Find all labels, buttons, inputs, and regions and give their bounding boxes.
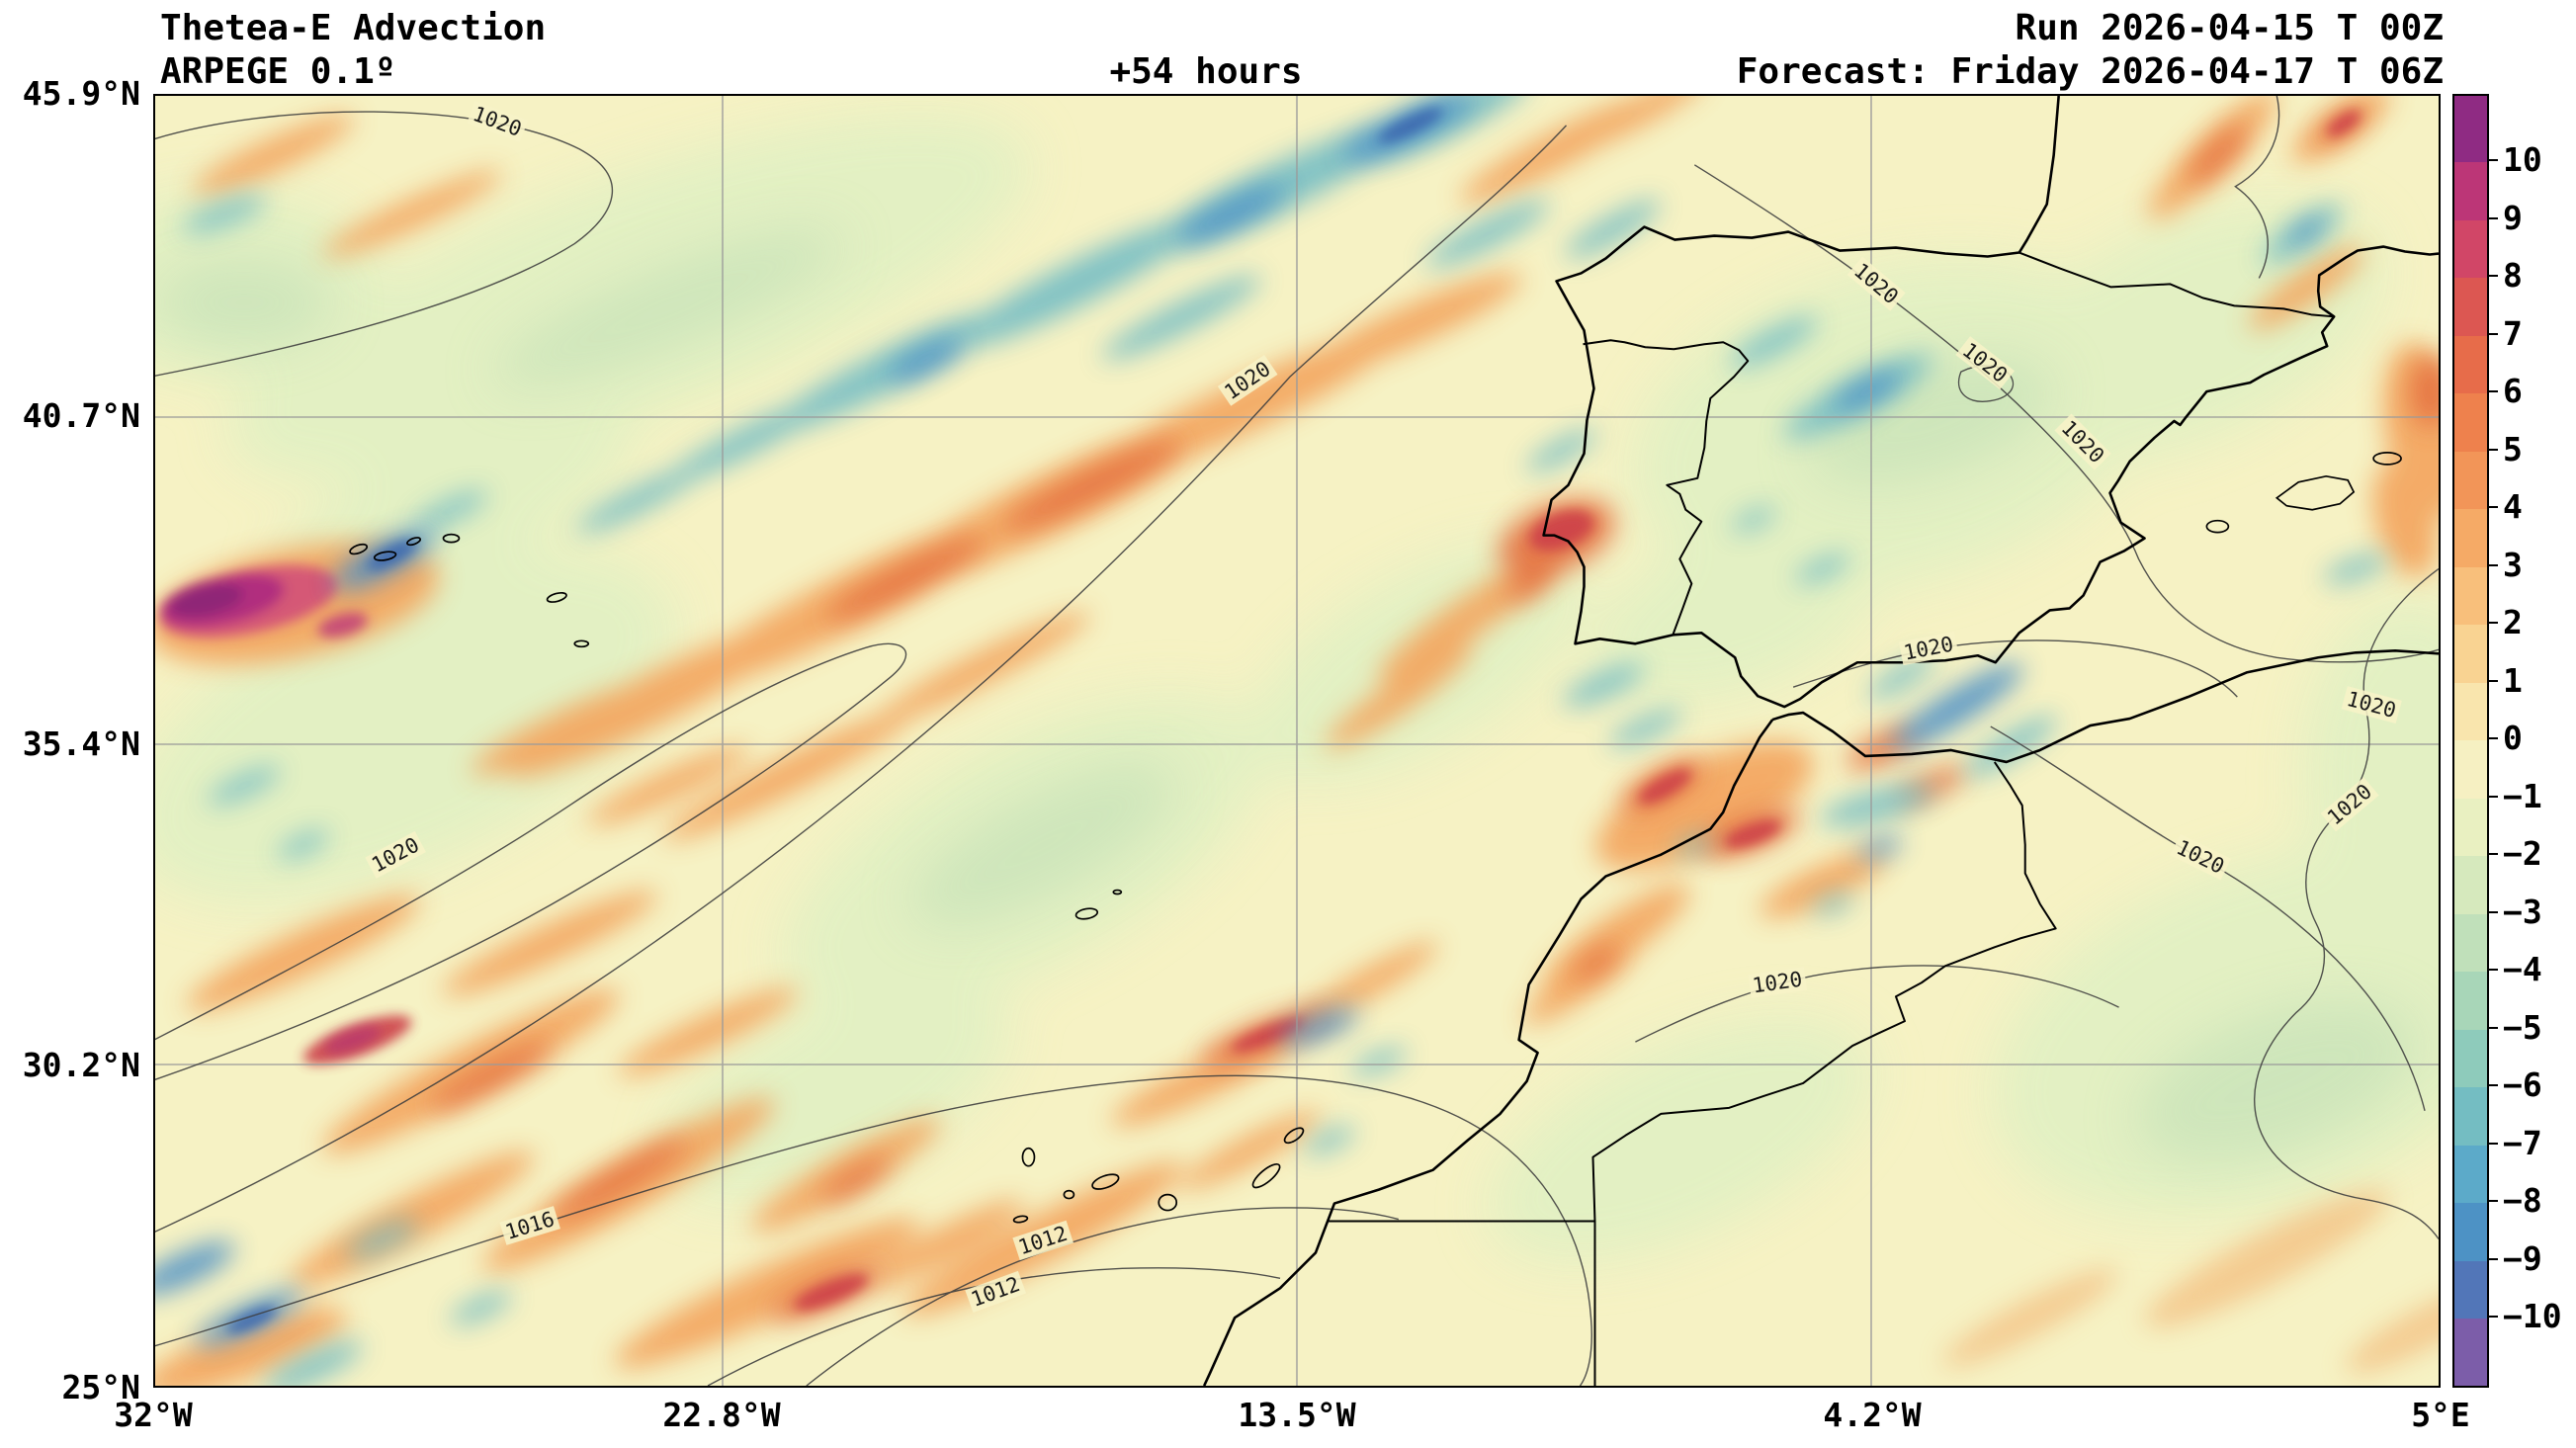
colorbar-tick-mark — [2489, 969, 2498, 971]
colorbar-tick-label: −7 — [2503, 1123, 2542, 1162]
forecast-label: Forecast: Friday 2026-04-17 T 06Z — [1736, 51, 2444, 92]
chart-title: Thetea-E Advection — [160, 8, 547, 48]
colorbar-tick-label: −1 — [2503, 776, 2542, 815]
lat-tick-label: 40.7°N — [22, 396, 140, 435]
lat-tick-label: 35.4°N — [22, 724, 140, 763]
colorbar-tick-label: 9 — [2503, 198, 2523, 237]
colorbar-tick-label: 4 — [2503, 487, 2523, 526]
colorbar-segment — [2454, 682, 2487, 740]
colorbar-tick-mark — [2489, 275, 2498, 277]
coastlines — [1202, 96, 2439, 1386]
lon-tick-label: 32°W — [114, 1396, 193, 1434]
colorbar-tick-label: −6 — [2503, 1065, 2542, 1104]
colorbar-tick-mark — [2489, 679, 2498, 682]
colorbar-tick-label: −2 — [2503, 834, 2542, 873]
colorbar-segment — [2454, 856, 2487, 914]
lon-tick-label: 22.8°W — [662, 1396, 781, 1434]
colorbar — [2452, 94, 2489, 1388]
colorbar-tick-label: 2 — [2503, 603, 2523, 641]
colorbar-segment — [2454, 798, 2487, 856]
lon-tick-label: 13.5°W — [1238, 1396, 1356, 1434]
colorbar-tick-label: 6 — [2503, 372, 2523, 410]
colorbar-tick-label: 1 — [2503, 660, 2523, 700]
colorbar-segment — [2454, 1145, 2487, 1203]
colorbar-segment — [2454, 740, 2487, 799]
islands — [349, 452, 2402, 1224]
colorbar-segment — [2454, 1260, 2487, 1319]
colorbar-tick-mark — [2489, 332, 2498, 335]
colorbar-tick-mark — [2489, 390, 2498, 392]
colorbar-tick-mark — [2489, 1200, 2498, 1202]
colorbar-tick-label: −8 — [2503, 1181, 2542, 1220]
colorbar-segment — [2454, 566, 2487, 625]
lead-time-label: +54 hours — [1109, 51, 1303, 92]
advection-field-art — [155, 96, 2439, 1386]
colorbar-tick-mark — [2489, 563, 2498, 566]
map-plot — [153, 94, 2441, 1388]
lon-tick-label: 5°E — [2411, 1396, 2470, 1434]
lat-tick-label: 25°N — [61, 1368, 140, 1406]
colorbar-segment — [2454, 278, 2487, 336]
colorbar-tick-mark — [2489, 216, 2498, 219]
colorbar-segment — [2454, 335, 2487, 393]
colorbar-tick-label: 5 — [2503, 429, 2523, 468]
colorbar-tick-label: 0 — [2503, 719, 2523, 757]
colorbar-tick-mark — [2489, 853, 2498, 855]
colorbar-segment — [2454, 451, 2487, 509]
advection-map-canvas — [155, 96, 2439, 1386]
colorbar-tick-label: −10 — [2503, 1297, 2562, 1335]
colorbar-segment — [2454, 625, 2487, 683]
colorbar-tick-label: 7 — [2503, 313, 2523, 353]
colorbar-tick-label: −4 — [2503, 950, 2542, 988]
colorbar-segment — [2454, 219, 2487, 278]
colorbar-tick-label: 3 — [2503, 545, 2523, 584]
lat-tick-label: 30.2°N — [22, 1046, 140, 1084]
colorbar-tick-label: −3 — [2503, 892, 2542, 931]
colorbar-tick-label: −9 — [2503, 1238, 2542, 1278]
colorbar-tick-mark — [2489, 506, 2498, 508]
colorbar-segment — [2454, 509, 2487, 567]
colorbar-tick-label: 10 — [2503, 140, 2542, 179]
colorbar-tick-mark — [2489, 1084, 2498, 1086]
colorbar-tick-mark — [2489, 795, 2498, 798]
colorbar-segment — [2454, 972, 2487, 1030]
colorbar-tick-mark — [2489, 1142, 2498, 1145]
colorbar-tick-label: 8 — [2503, 256, 2523, 295]
colorbar-tick-mark — [2489, 622, 2498, 624]
lon-tick-label: 4.2°W — [1823, 1396, 1922, 1434]
colorbar-tick-mark — [2489, 448, 2498, 451]
colorbar-tick-mark — [2489, 159, 2498, 161]
colorbar-tick-mark — [2489, 1316, 2498, 1318]
colorbar-tick-mark — [2489, 737, 2498, 739]
country-borders — [1327, 251, 2335, 1386]
colorbar-segment — [2454, 96, 2487, 162]
lat-tick-label: 45.9°N — [22, 74, 140, 113]
model-label: ARPEGE 0.1º — [160, 51, 396, 92]
colorbar-tick-mark — [2489, 1257, 2498, 1260]
colorbar-segment — [2454, 393, 2487, 452]
colorbar-tick-mark — [2489, 1026, 2498, 1029]
colorbar-tick-label: −5 — [2503, 1007, 2542, 1047]
colorbar-segment — [2454, 1029, 2487, 1087]
colorbar-segment — [2454, 1319, 2487, 1386]
colorbar-segment — [2454, 1087, 2487, 1146]
run-label: Run 2026-04-15 T 00Z — [2015, 8, 2444, 48]
colorbar-tick-mark — [2489, 910, 2498, 913]
colorbar-segment — [2454, 1203, 2487, 1261]
colorbar-segment — [2454, 162, 2487, 220]
colorbar-segment — [2454, 913, 2487, 972]
